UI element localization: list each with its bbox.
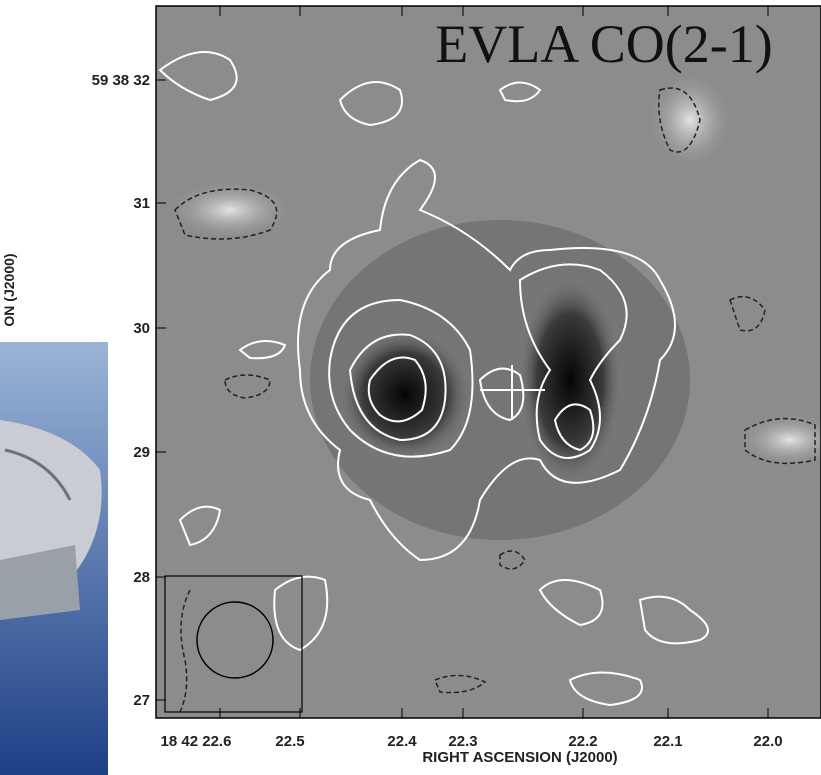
x-tick-label: 22.3 [448,733,477,750]
x-tick-label: 22.0 [753,733,782,750]
x-tick-label: 22.4 [387,733,417,750]
telescope-photo [0,342,108,775]
x-tick-label: 22.1 [653,733,682,750]
x-tick-label: 22.2 [568,733,597,750]
y-tick-label: 29 [133,444,150,461]
map-frame [155,5,821,719]
y-tick-label: 28 [133,569,150,586]
y-tick-label: 27 [133,692,150,709]
y-axis-label: ON (J2000) [1,253,17,326]
x-tick-label: 22.5 [275,733,304,750]
x-tick-label: 18 42 22.6 [161,733,232,750]
x-axis-label: RIGHT ASCENSION (J2000) [422,749,617,766]
y-tick-label: 31 [133,195,150,212]
intensity-map [156,6,821,718]
map-title: EVLA CO(2-1) [435,14,772,74]
y-tick-label: 59 38 32 [92,72,150,89]
beam [164,575,303,713]
y-tick-label: 30 [133,320,150,337]
